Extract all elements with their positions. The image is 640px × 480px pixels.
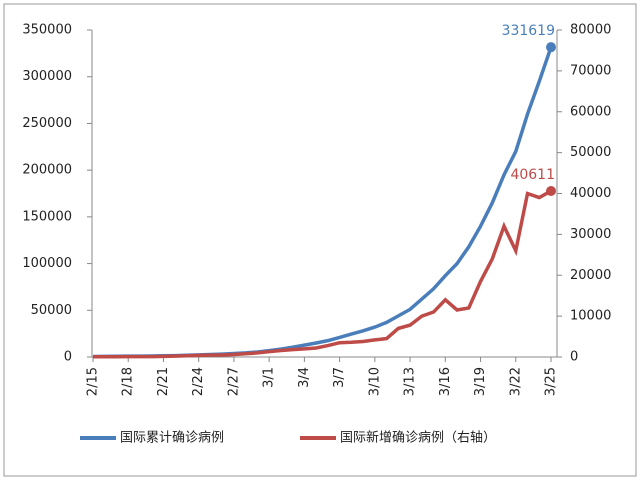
y-tick-label: 300000 <box>22 69 72 84</box>
x-tick-label: 3/16 <box>438 367 453 396</box>
y-tick-label: 50000 <box>31 303 72 318</box>
x-tick-label: 3/19 <box>473 367 488 396</box>
y2-tick-label: 20000 <box>570 268 611 283</box>
y-tick-label: 100000 <box>22 256 72 271</box>
y2-tick-label: 10000 <box>570 309 611 324</box>
y-tick-label: 0 <box>64 350 72 365</box>
data-label: 331619 <box>502 23 555 39</box>
y2-tick-label: 50000 <box>570 145 611 160</box>
y-tick-label: 150000 <box>22 209 72 224</box>
x-tick-label: 2/27 <box>226 367 241 396</box>
x-tick-label: 2/21 <box>156 367 171 396</box>
legend-label: 国际新增确诊病例（右轴） <box>340 430 496 446</box>
chart-frame <box>3 3 637 477</box>
y-tick-label: 200000 <box>22 163 72 178</box>
end-marker <box>546 186 556 197</box>
y2-tick-label: 30000 <box>570 227 611 242</box>
y2-tick-label: 60000 <box>570 104 611 119</box>
x-tick-label: 3/7 <box>332 367 347 388</box>
series-line <box>92 189 552 359</box>
y-tick-label: 250000 <box>22 116 72 131</box>
x-tick-label: 2/24 <box>191 367 206 396</box>
x-tick-label: 2/18 <box>121 367 136 396</box>
y-tick-label: 350000 <box>22 23 72 38</box>
y2-tick-label: 40000 <box>570 186 611 201</box>
x-tick-label: 3/4 <box>297 367 312 388</box>
x-tick-label: 3/25 <box>544 367 559 396</box>
data-label: 40611 <box>510 167 555 183</box>
y2-tick-label: 0 <box>570 350 578 365</box>
legend-label: 国际累计确诊病例 <box>120 431 224 446</box>
x-tick-label: 3/1 <box>262 367 277 388</box>
x-tick-label: 3/10 <box>367 367 382 396</box>
y2-tick-label: 80000 <box>570 23 611 38</box>
y2-tick-label: 70000 <box>570 63 611 78</box>
x-tick-label: 3/22 <box>508 367 523 396</box>
end-marker <box>546 42 556 53</box>
x-tick-label: 2/15 <box>86 367 101 396</box>
x-tick-label: 3/13 <box>403 367 418 396</box>
